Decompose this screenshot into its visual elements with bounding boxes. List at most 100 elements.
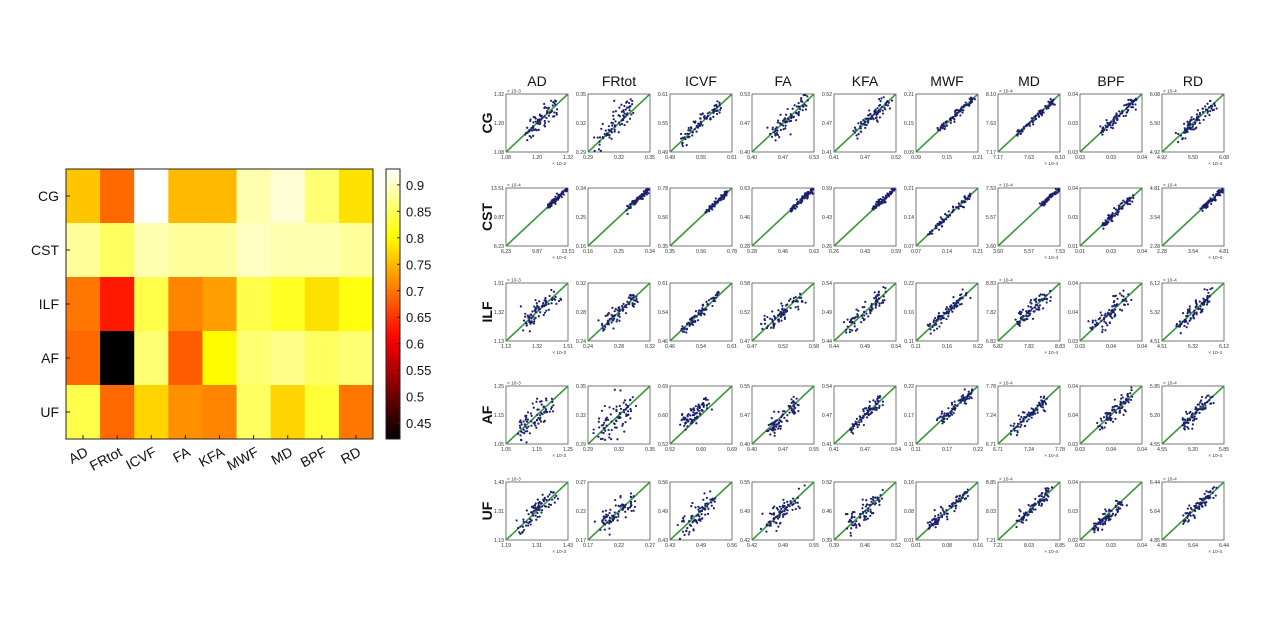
row-label: UF xyxy=(479,501,495,520)
scatter-point xyxy=(869,514,872,517)
scatter-point xyxy=(1132,196,1135,200)
scatter-point xyxy=(772,520,775,523)
y-tick-label: 0.55 xyxy=(740,384,750,390)
scatter-point xyxy=(597,148,601,151)
scatter-point xyxy=(604,515,607,519)
scatter-point xyxy=(593,520,596,523)
scatter-point xyxy=(1177,140,1180,144)
scatter-point xyxy=(532,322,535,325)
scatter-point xyxy=(545,116,548,120)
scatter-point xyxy=(1119,202,1122,205)
scatter-point xyxy=(786,500,789,503)
scatter-point xyxy=(1122,295,1125,298)
scatter-point xyxy=(1029,508,1032,511)
scatter-point xyxy=(1119,397,1123,400)
scatter-point xyxy=(853,325,856,328)
scatter-point xyxy=(1022,319,1025,322)
scatter-point xyxy=(1040,112,1043,115)
scatter-point xyxy=(867,414,870,417)
scatter-point xyxy=(540,508,544,512)
scatter-point xyxy=(1107,519,1110,522)
x-tick-label: 5.50 xyxy=(1188,155,1198,161)
scatter-point xyxy=(530,126,533,129)
scatter-point xyxy=(942,311,945,314)
scatter-point xyxy=(1199,405,1202,408)
scatter-point xyxy=(555,494,558,497)
scatter-point xyxy=(1128,199,1131,202)
x-tick-label: 2.28 xyxy=(1157,249,1167,255)
y-tick-label: 7.53 xyxy=(986,186,996,192)
scatter-point xyxy=(621,424,624,427)
y-tick-label: 0.55 xyxy=(740,480,750,486)
row-label: CST xyxy=(479,203,495,231)
scatter-point xyxy=(1186,130,1189,134)
scatter-point xyxy=(870,500,873,503)
y-tick-label: 0.61 xyxy=(658,92,668,98)
scatter-point xyxy=(1126,110,1129,113)
y-tick-label: 0.16 xyxy=(904,310,914,316)
scatter-point xyxy=(1036,304,1039,307)
scatter-point xyxy=(929,232,932,235)
scatter-point xyxy=(611,122,615,125)
scatter-point xyxy=(593,136,596,139)
x-tick-label: 0.04 xyxy=(1137,155,1147,161)
scatter-point xyxy=(793,499,796,503)
scatter-point xyxy=(950,410,953,413)
scatter-point xyxy=(962,200,965,203)
scatter-point xyxy=(1015,133,1019,136)
scatter-point xyxy=(1187,519,1190,522)
scatter-point xyxy=(598,136,602,139)
scatter-point xyxy=(613,388,616,391)
scatter-point xyxy=(849,531,852,535)
scatter-point xyxy=(1049,101,1052,104)
scatter-point xyxy=(778,505,782,508)
scatter-point xyxy=(936,520,939,523)
scatter-point xyxy=(604,509,608,512)
scatter-point xyxy=(874,400,877,403)
scatter-point xyxy=(1108,121,1112,125)
scatter-point xyxy=(528,319,531,322)
scatter-point xyxy=(604,429,607,432)
scatter-point xyxy=(534,298,537,302)
scatter-point xyxy=(861,507,864,510)
y-tick-label: 0.16 xyxy=(576,244,586,250)
scatter-point xyxy=(947,315,950,318)
scatter-point xyxy=(1127,401,1130,404)
scatter-point xyxy=(685,331,688,334)
scatter-point xyxy=(1049,195,1052,198)
y-tick-label: 0.43 xyxy=(658,538,668,544)
scatter-point xyxy=(546,112,549,115)
scatter-point xyxy=(796,305,800,308)
scatter-point xyxy=(941,315,944,318)
scatter-panel: 0.430.430.490.490.560.56 xyxy=(658,480,737,549)
scatter-point xyxy=(610,127,613,131)
scatter-point xyxy=(532,121,535,124)
scatter-point xyxy=(960,302,963,306)
scatter-point xyxy=(547,506,550,509)
scatter-point xyxy=(779,427,782,430)
scatter-point xyxy=(540,118,543,121)
scatter-point xyxy=(1117,407,1120,410)
scatter-point xyxy=(694,319,697,323)
scatter-panel: 0.280.280.460.460.630.63 xyxy=(740,186,819,255)
scatter-point xyxy=(1199,307,1202,310)
scatter-point xyxy=(973,98,976,101)
scatter-point xyxy=(781,304,784,307)
scatter-point xyxy=(548,294,551,298)
scatter-point xyxy=(1102,416,1106,419)
scatter-point xyxy=(712,299,715,303)
scatter-point xyxy=(779,425,782,428)
scatter-point xyxy=(565,188,568,191)
scatter-point xyxy=(1210,198,1214,201)
scatter-point xyxy=(1044,105,1047,108)
scatter-point xyxy=(613,310,616,313)
scatter-point xyxy=(534,117,537,120)
y-tick-label: 1.25 xyxy=(494,384,504,390)
scatter-point xyxy=(1211,286,1214,290)
scatter-point xyxy=(964,294,968,297)
scatter-point xyxy=(1101,330,1104,334)
scatter-point xyxy=(598,140,601,143)
scatter-point xyxy=(881,195,885,199)
scatter-point xyxy=(1028,124,1031,127)
scatter-point xyxy=(592,431,595,435)
